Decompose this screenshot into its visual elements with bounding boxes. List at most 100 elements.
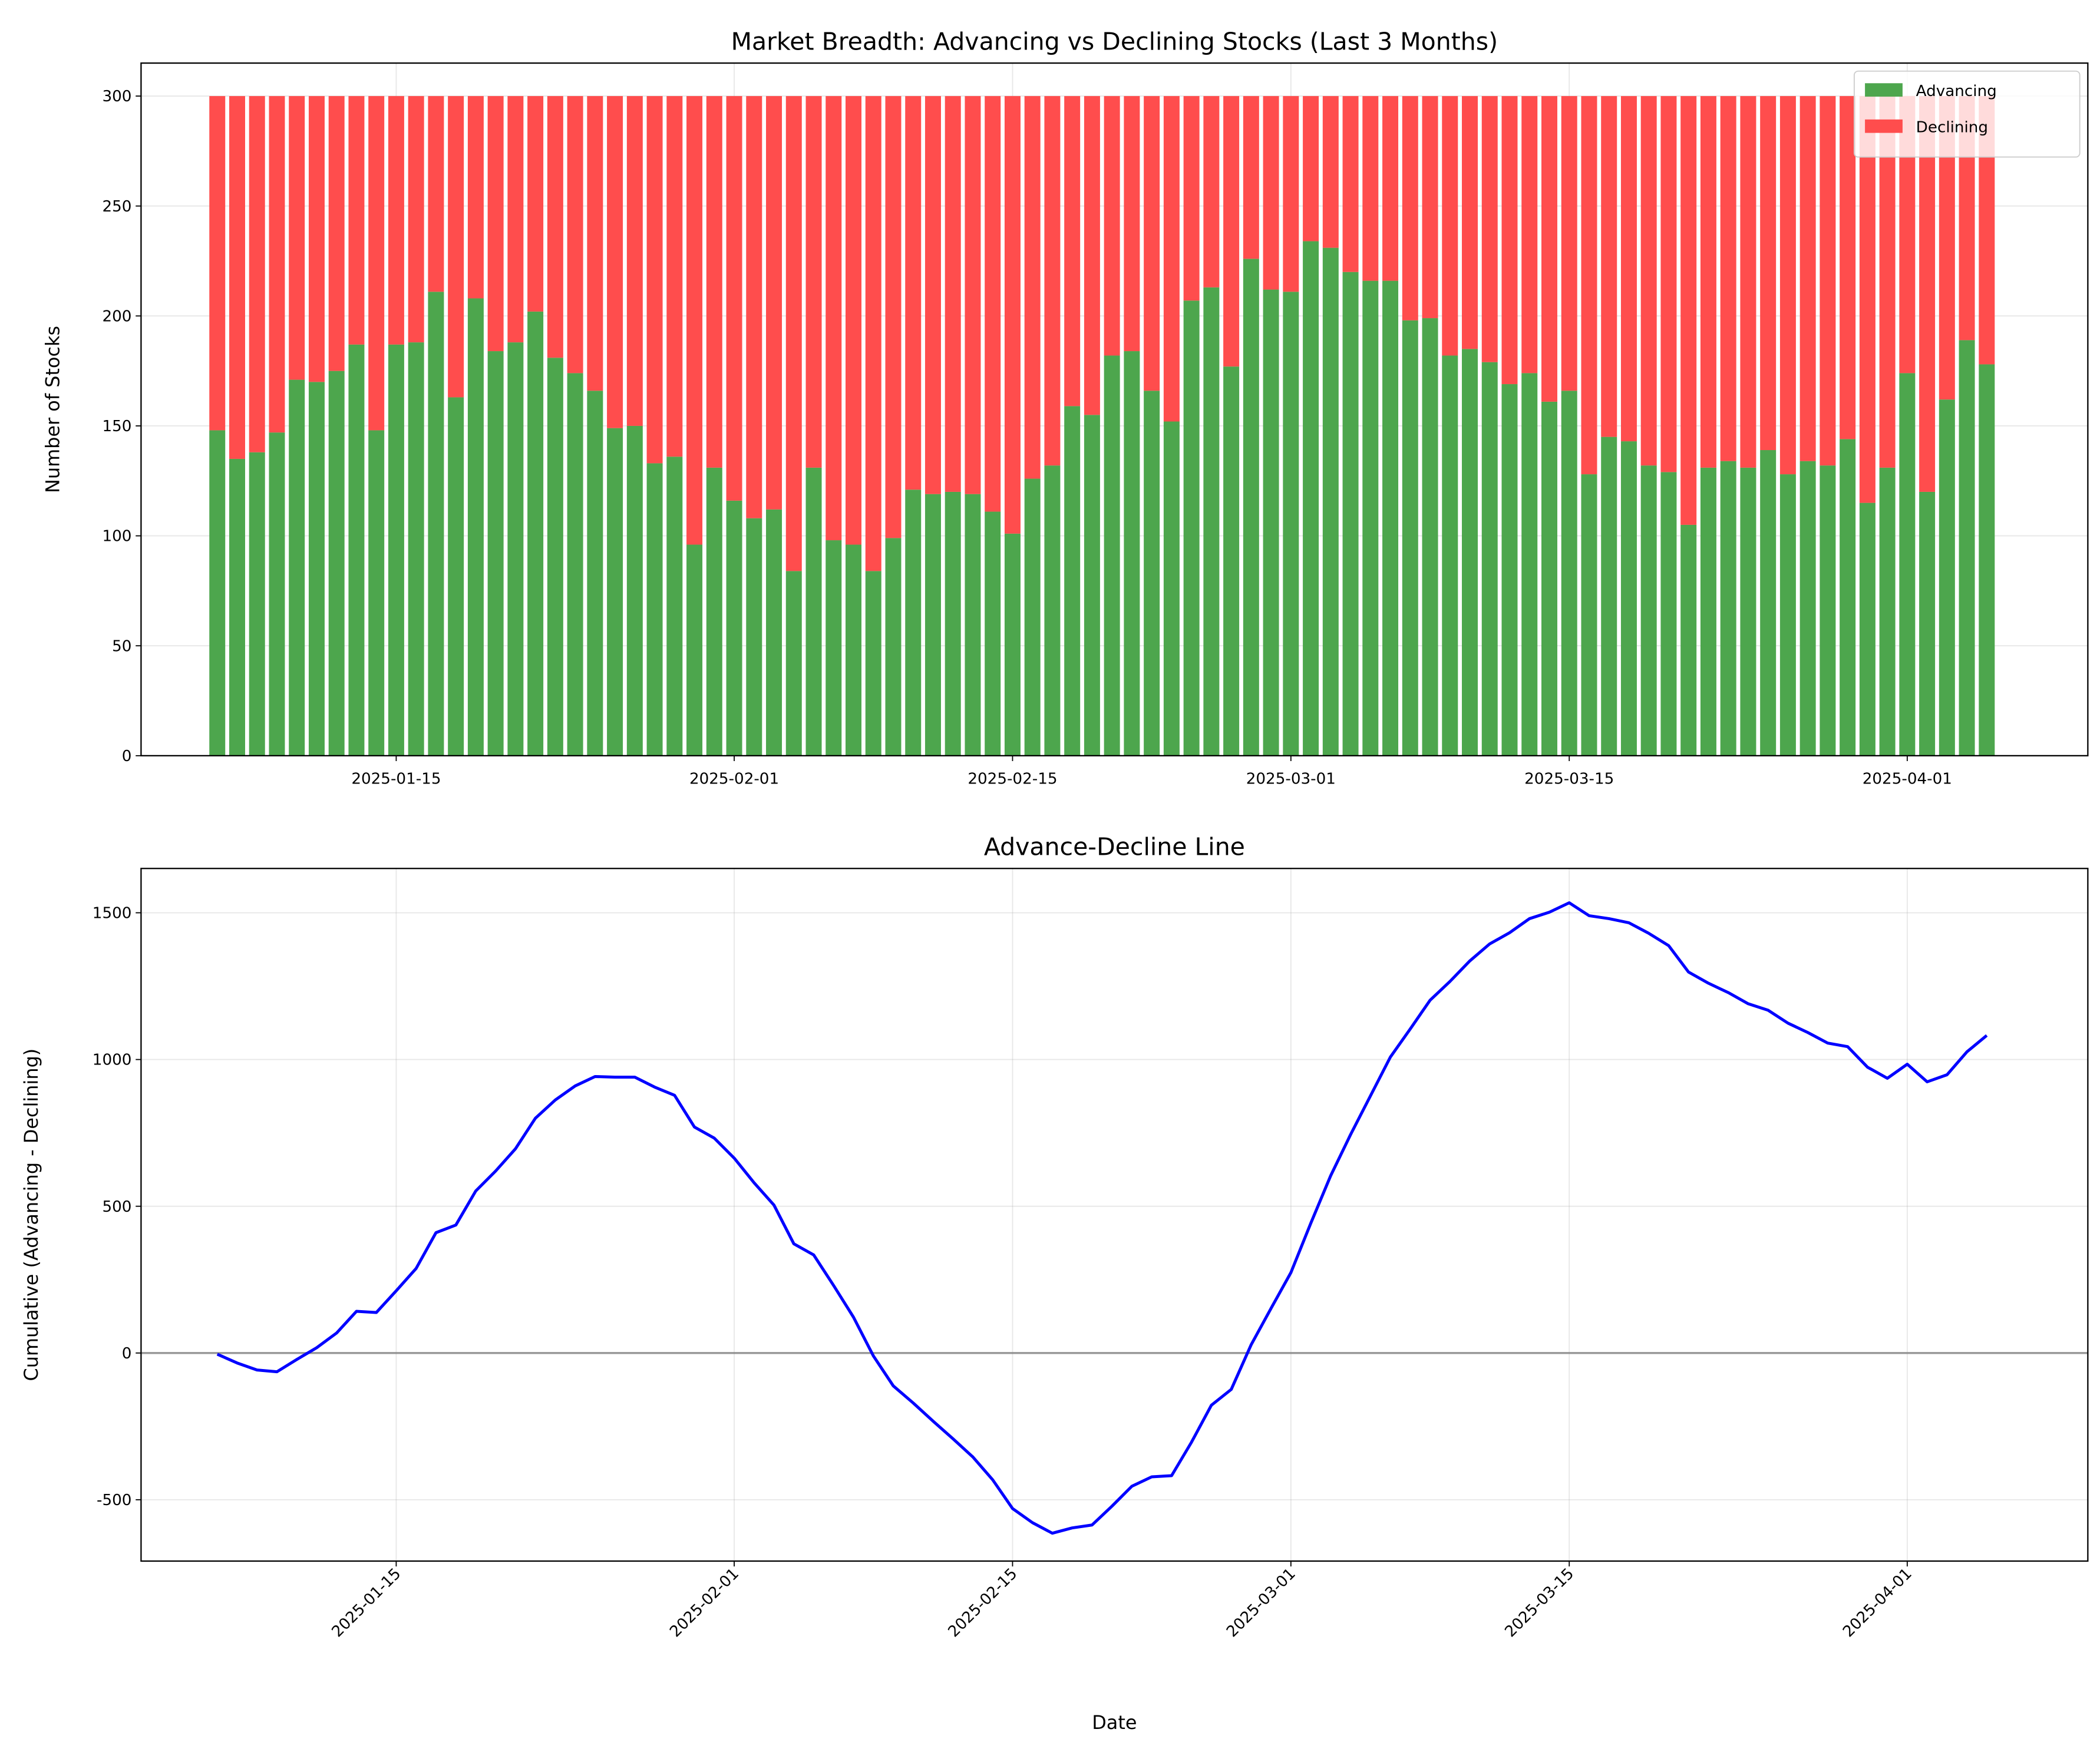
bar-declining bbox=[1462, 96, 1478, 349]
bar-advancing bbox=[1501, 384, 1518, 756]
bar-advancing bbox=[328, 371, 345, 756]
bar-advancing bbox=[1760, 450, 1777, 756]
y-tick-label: 0 bbox=[122, 748, 132, 765]
bar-advancing bbox=[1581, 474, 1597, 756]
bar-declining bbox=[1422, 96, 1438, 319]
bar-declining bbox=[348, 96, 365, 345]
bar-declining bbox=[1342, 96, 1359, 272]
bar-declining bbox=[1859, 96, 1876, 503]
bar-advancing bbox=[1680, 524, 1697, 756]
bar-declining bbox=[646, 96, 663, 464]
axes-frame bbox=[140, 62, 2089, 756]
bar-advancing bbox=[1362, 280, 1379, 756]
bar-declining bbox=[328, 96, 345, 371]
bar-declining bbox=[1820, 96, 1836, 466]
bar-declining bbox=[726, 96, 742, 501]
bar-advancing bbox=[646, 463, 663, 756]
bar-advancing bbox=[368, 430, 385, 756]
bar-declining bbox=[746, 96, 762, 518]
bar-advancing bbox=[766, 509, 782, 756]
bar-advancing bbox=[567, 373, 583, 756]
y-tick-label: 1000 bbox=[93, 1052, 132, 1069]
bar-declining bbox=[865, 96, 881, 571]
bar-declining bbox=[1382, 96, 1399, 281]
bar-advancing bbox=[846, 544, 861, 756]
y-tick-label: 200 bbox=[102, 308, 131, 325]
bar-advancing bbox=[626, 425, 643, 756]
bar-advancing bbox=[348, 344, 365, 756]
bar-advancing bbox=[527, 311, 544, 756]
bar-declining bbox=[1362, 96, 1379, 281]
bar-advancing bbox=[1700, 467, 1716, 756]
bar-advancing bbox=[865, 571, 881, 756]
bar-advancing bbox=[269, 432, 285, 756]
bar-advancing bbox=[1779, 474, 1796, 756]
bar-advancing bbox=[1740, 467, 1756, 756]
bar-declining bbox=[846, 96, 861, 545]
bar-advancing bbox=[289, 379, 305, 756]
legend-swatch bbox=[1865, 119, 1903, 133]
y-tick-label: 300 bbox=[102, 88, 131, 105]
bar-declining bbox=[1024, 96, 1041, 479]
bar-advancing bbox=[1104, 355, 1120, 756]
bar-advancing bbox=[1402, 320, 1418, 756]
bar-declining bbox=[1163, 96, 1180, 422]
bar-advancing bbox=[487, 351, 504, 756]
bar-declining bbox=[626, 96, 643, 426]
bar-advancing bbox=[587, 391, 603, 756]
bar-advancing bbox=[1939, 399, 1955, 756]
bar-advancing bbox=[726, 500, 742, 756]
bar-advancing bbox=[1541, 401, 1557, 756]
bar-advancing bbox=[1601, 437, 1617, 756]
bar-advancing bbox=[1064, 406, 1081, 756]
bar-advancing bbox=[1521, 373, 1538, 756]
bar-declining bbox=[249, 96, 265, 452]
legend-box bbox=[1853, 70, 2081, 158]
bar-advancing bbox=[1859, 502, 1876, 756]
bar-declining bbox=[1203, 96, 1220, 287]
bar-declining bbox=[587, 96, 603, 391]
y-tick-label: 50 bbox=[112, 637, 131, 655]
bar-declining bbox=[1124, 96, 1140, 352]
bar-declining bbox=[666, 96, 683, 457]
bar-declining bbox=[1104, 96, 1120, 356]
y-tick-label: 500 bbox=[102, 1198, 131, 1216]
x-tick-label: 2025-04-01 bbox=[1863, 771, 1952, 788]
bar-declining bbox=[885, 96, 902, 538]
bar-declining bbox=[1481, 96, 1498, 362]
bar-declining bbox=[507, 96, 524, 343]
x-axis-label: Date bbox=[1092, 1711, 1137, 1734]
bar-declining bbox=[1700, 96, 1716, 468]
bar-advancing bbox=[686, 544, 703, 756]
bar-declining bbox=[1004, 96, 1021, 534]
bar-advancing bbox=[1919, 491, 1936, 756]
bar-advancing bbox=[1263, 289, 1279, 756]
bar-declining bbox=[1541, 96, 1557, 402]
bar-advancing bbox=[945, 491, 961, 756]
bar-declining bbox=[1660, 96, 1677, 472]
bar-advancing bbox=[1462, 349, 1478, 756]
bar-declining bbox=[1561, 96, 1577, 391]
bar-declining bbox=[1740, 96, 1756, 468]
bar-declining bbox=[308, 96, 325, 382]
bar-advancing bbox=[785, 571, 802, 756]
bar-declining bbox=[467, 96, 484, 299]
bar-declining bbox=[607, 96, 623, 428]
bar-advancing bbox=[547, 358, 563, 756]
x-tick-label: 2025-02-15 bbox=[968, 771, 1057, 788]
bar-declining bbox=[1044, 96, 1061, 466]
chart-title: Market Breadth: Advancing vs Declining S… bbox=[731, 27, 1498, 55]
x-tick-label: 2025-03-01 bbox=[1246, 771, 1336, 788]
y-tick-label: 150 bbox=[102, 418, 131, 435]
bar-declining bbox=[388, 96, 404, 345]
bar-declining bbox=[686, 96, 703, 545]
bar-declining bbox=[269, 96, 285, 433]
bar-advancing bbox=[428, 292, 444, 756]
y-axis-label: Cumulative (Advancing - Declining) bbox=[20, 1049, 42, 1381]
bar-declining bbox=[1303, 96, 1319, 242]
bar-advancing bbox=[1979, 364, 1995, 756]
bar-advancing bbox=[1820, 465, 1836, 756]
x-tick-label: 2025-01-15 bbox=[351, 771, 441, 788]
bar-advancing bbox=[1024, 478, 1041, 756]
x-tick-label: 2025-03-15 bbox=[1524, 771, 1614, 788]
